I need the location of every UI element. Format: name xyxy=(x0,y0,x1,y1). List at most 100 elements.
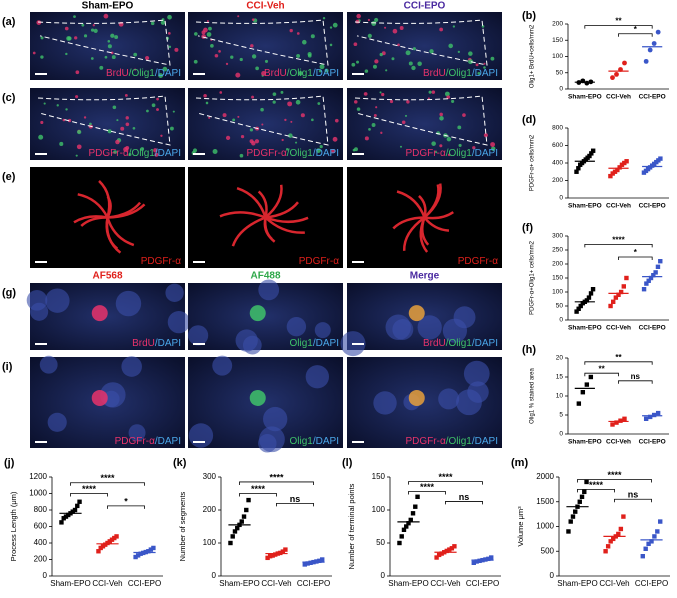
data-point xyxy=(643,58,649,64)
cell xyxy=(483,66,486,69)
cell xyxy=(114,35,119,40)
cell xyxy=(237,115,240,118)
data-point xyxy=(586,295,592,300)
data-point xyxy=(66,512,71,518)
cell xyxy=(132,126,136,130)
x-tick-label: CCI-Veh xyxy=(606,203,631,210)
y-tick-label: 100 xyxy=(552,53,563,60)
data-point xyxy=(610,75,615,81)
y-tick-label: 300 xyxy=(203,472,217,481)
data-point xyxy=(138,551,143,556)
y-tick-label: 600 xyxy=(552,142,563,149)
region-outline xyxy=(37,19,171,66)
process xyxy=(257,190,268,218)
stain-label: Olig1/DAPI xyxy=(290,436,339,447)
x-tick-label: CCI-EPO xyxy=(639,94,666,101)
data-point xyxy=(579,494,585,499)
cell xyxy=(472,146,476,150)
process xyxy=(236,187,267,218)
stain-part: /DAPI xyxy=(313,148,339,159)
x-tick-label: CCI-EPO xyxy=(466,579,499,588)
process xyxy=(424,211,454,220)
cell xyxy=(334,118,339,123)
significance-bracket xyxy=(618,380,653,384)
data-point xyxy=(265,555,270,561)
cell xyxy=(264,59,269,63)
data-point xyxy=(146,549,151,554)
cell xyxy=(305,365,330,389)
cell xyxy=(456,389,482,416)
stain-part: /DAPI xyxy=(313,338,339,349)
data-point xyxy=(658,156,663,161)
cell xyxy=(354,100,358,104)
cell xyxy=(446,136,452,142)
cell xyxy=(286,317,307,337)
cell xyxy=(235,72,241,78)
significance-bracket xyxy=(276,503,314,507)
significance-label: **** xyxy=(82,484,97,494)
data-point xyxy=(624,275,629,281)
cell xyxy=(222,113,227,118)
cell xyxy=(208,116,211,119)
y-axis-label: PDGFr-α+ cells/mm2 xyxy=(530,134,536,191)
target-cell xyxy=(91,389,108,406)
data-point xyxy=(648,275,654,281)
cell xyxy=(317,102,321,105)
cell xyxy=(232,118,236,122)
stain-part: /Olig1 xyxy=(287,148,314,159)
panel-letter: (b) xyxy=(522,10,536,22)
cell xyxy=(300,113,305,118)
data-point xyxy=(616,531,621,537)
cell xyxy=(125,122,130,127)
cell xyxy=(43,102,46,105)
y-tick-label: 1000 xyxy=(29,489,47,498)
process xyxy=(105,217,119,250)
cell xyxy=(373,391,397,415)
cell xyxy=(439,116,444,121)
cell xyxy=(442,318,468,343)
stain-part: /Olig1 xyxy=(446,68,473,79)
cell xyxy=(103,390,120,408)
stain-part: PDGFr-α xyxy=(406,148,446,159)
x-tick-label: CCI-EPO xyxy=(639,439,666,446)
significance-label: **** xyxy=(438,472,453,482)
cell xyxy=(187,325,209,346)
cell xyxy=(353,42,358,47)
cell xyxy=(140,147,145,151)
channel-header: AF488 xyxy=(250,271,280,282)
y-tick-label: 0 xyxy=(212,571,217,580)
stain-part: PDGFr-α xyxy=(141,256,181,267)
data-point xyxy=(471,560,476,565)
data-point xyxy=(100,544,106,549)
cell xyxy=(483,133,488,138)
y-tick-label: 800 xyxy=(552,125,563,132)
data-point xyxy=(401,527,407,532)
cell xyxy=(36,20,42,25)
cell xyxy=(116,119,119,122)
cell xyxy=(261,123,264,126)
process xyxy=(423,184,440,219)
y-tick-label: 50 xyxy=(556,69,564,76)
significance-bracket xyxy=(614,498,652,503)
scale-bar xyxy=(193,73,205,75)
cell xyxy=(329,26,333,29)
data-point xyxy=(578,303,583,309)
scale-bar xyxy=(35,261,47,263)
cell xyxy=(107,129,112,134)
cell xyxy=(332,136,338,142)
cell xyxy=(375,106,378,109)
data-point xyxy=(621,284,626,289)
data-point xyxy=(643,546,648,551)
cell-tracing xyxy=(392,183,454,253)
data-point xyxy=(447,547,452,552)
x-tick-label: Sham-EPO xyxy=(388,579,428,588)
data-point xyxy=(444,548,449,554)
data-point xyxy=(135,553,141,558)
cell xyxy=(258,279,280,301)
cell xyxy=(110,33,115,38)
data-point xyxy=(577,499,582,504)
data-point xyxy=(576,306,581,311)
data-point xyxy=(608,173,613,179)
x-tick-label: CCI-Veh xyxy=(92,579,122,588)
target-cell xyxy=(249,305,266,322)
